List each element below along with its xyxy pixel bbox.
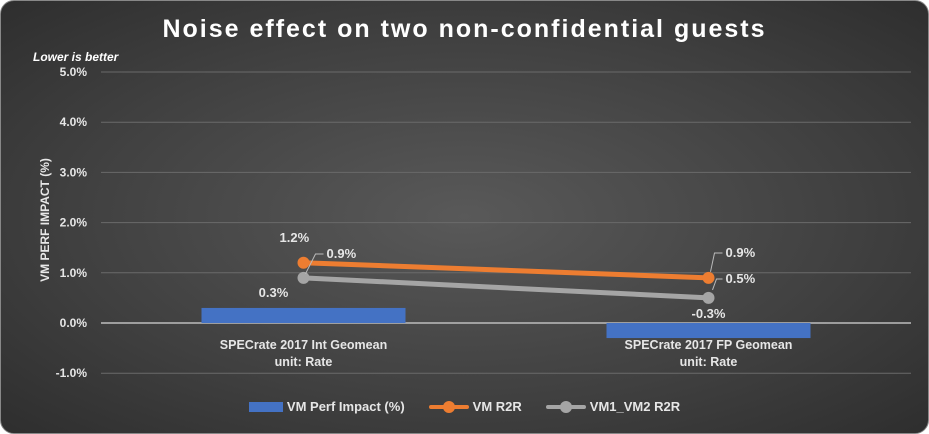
legend-label: VM Perf Impact (%) [286, 399, 405, 414]
y-tick-label: -1.0% [56, 366, 88, 380]
data-point [297, 271, 310, 284]
x-tick-label: unit: Rate [275, 355, 333, 369]
leader-line [710, 252, 723, 272]
data-label: 0.3% [259, 285, 289, 300]
legend-swatch-orange-line [428, 400, 469, 413]
legend: VM Perf Impact (%) VM R2R VM1_VM2 R2R [1, 399, 928, 414]
x-tick-label: SPECrate 2017 FP Geomean [625, 338, 793, 352]
y-tick-label: 0.0% [60, 316, 88, 330]
data-label: -0.3% [692, 306, 726, 321]
data-label: 0.5% [726, 271, 756, 286]
x-tick-label: unit: Rate [680, 355, 738, 369]
data-point [702, 271, 715, 284]
legend-swatch-gray-line [545, 400, 586, 413]
data-point [702, 291, 715, 304]
chart-note: Lower is better [33, 50, 119, 64]
y-tick-label: 2.0% [60, 216, 88, 230]
leader-line [712, 278, 723, 291]
chart-title: Noise effect on two non-confidential gue… [162, 15, 767, 43]
bar [606, 323, 811, 339]
legend-label: VM1_VM2 R2R [589, 399, 681, 414]
legend-item-vm-r2r[interactable]: VM R2R [428, 399, 522, 414]
legend-swatch-bar [248, 401, 283, 412]
y-tick-label: 4.0% [60, 115, 88, 129]
y-tick-label: 5.0% [60, 65, 88, 79]
series-line [303, 260, 709, 281]
bar [201, 307, 406, 323]
leader-line [305, 253, 324, 275]
data-label: 0.9% [726, 245, 756, 260]
y-tick-label: 3.0% [60, 165, 88, 179]
data-label: 1.2% [280, 230, 310, 245]
data-point [297, 256, 310, 269]
legend-item-vm1-vm2-r2r[interactable]: VM1_VM2 R2R [545, 399, 681, 414]
legend-item-bar[interactable]: VM Perf Impact (%) [248, 399, 405, 414]
legend-label: VM R2R [472, 399, 522, 414]
data-label: 0.9% [327, 246, 357, 261]
series-line [303, 275, 709, 301]
x-tick-label: SPECrate 2017 Int Geomean [220, 338, 387, 352]
y-tick-label: 1.0% [60, 266, 88, 280]
